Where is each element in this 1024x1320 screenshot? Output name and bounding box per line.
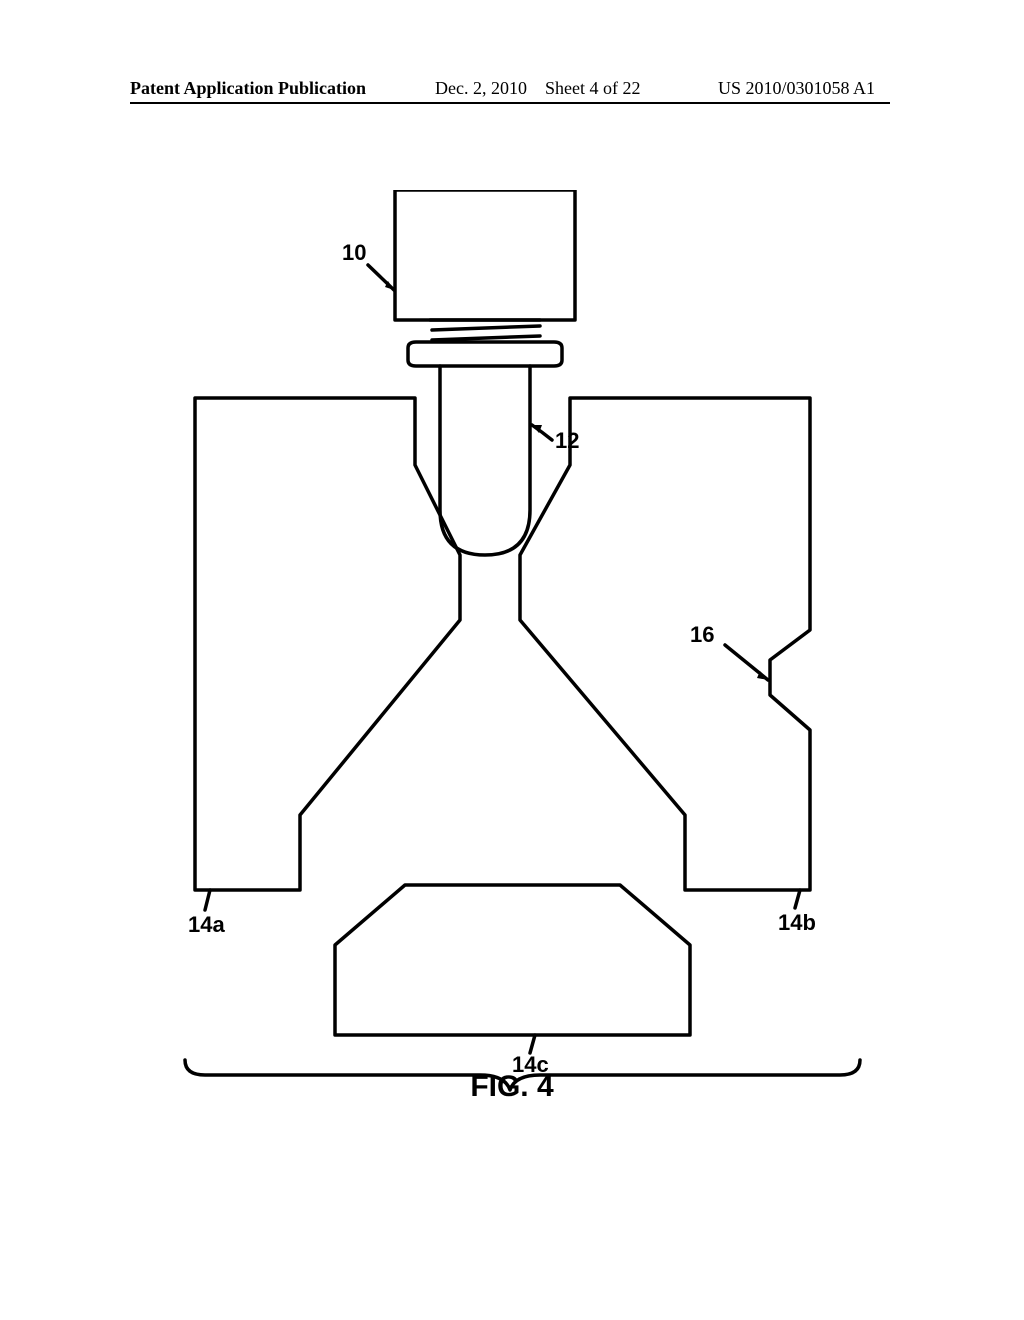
- leader-14c: [530, 1035, 535, 1053]
- header-date-sheet: Dec. 2, 2010 Sheet 4 of 22: [435, 78, 640, 99]
- label-16: 16: [690, 622, 714, 647]
- mold-left-14a: [195, 398, 460, 890]
- leader-14a: [205, 890, 210, 910]
- figure-svg: 10 12 16 14a 14b 14c: [150, 190, 870, 1110]
- label-14a: 14a: [188, 912, 225, 937]
- mold-bottom-14c: [335, 885, 690, 1035]
- header-rule: [130, 102, 890, 104]
- thread-line-1: [432, 326, 540, 330]
- page: Patent Application Publication Dec. 2, 2…: [0, 0, 1024, 1320]
- flange: [408, 342, 562, 366]
- figure-caption: FIG. 4: [0, 1070, 1024, 1104]
- label-10: 10: [342, 240, 366, 265]
- lineart-group: [185, 190, 860, 1090]
- label-12: 12: [555, 428, 579, 453]
- parison-outline: [440, 366, 530, 555]
- publication-number: US 2010/0301058 A1: [718, 78, 875, 99]
- leader-14b: [795, 890, 800, 908]
- pub-date: Dec. 2, 2010: [435, 78, 527, 98]
- thread-line-2: [432, 336, 540, 340]
- patent-figure: 10 12 16 14a 14b 14c: [150, 190, 870, 1110]
- sheet-number: Sheet 4 of 22: [545, 78, 640, 98]
- cap-rect: [395, 190, 575, 320]
- mold-right-14b: [520, 398, 810, 890]
- label-14b: 14b: [778, 910, 816, 935]
- publication-type: Patent Application Publication: [130, 78, 366, 99]
